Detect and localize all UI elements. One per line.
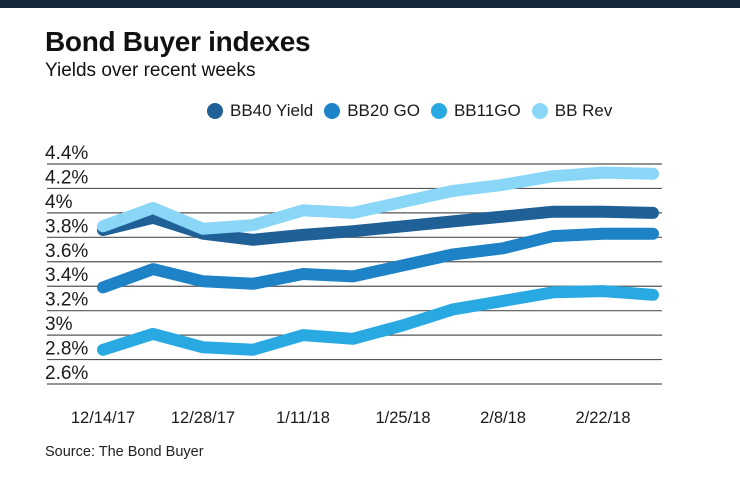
legend: BB40 Yield BB20 GO BB11GO BB Rev — [207, 101, 612, 121]
series-line-bb11go — [97, 285, 659, 356]
y-axis-tick-label: 3.8% — [45, 216, 88, 237]
series-line-bb-rev — [97, 166, 659, 235]
top-accent-bar — [0, 0, 740, 8]
legend-item-bb40-yield: BB40 Yield — [207, 101, 313, 121]
y-axis-tick-label: 3.2% — [45, 290, 88, 311]
legend-label: BB20 GO — [347, 101, 420, 120]
legend-dot-icon — [531, 103, 548, 119]
legend-item-bb20-go: BB20 GO — [324, 101, 420, 121]
y-axis-tick-label: 3% — [45, 314, 73, 335]
chart-subtitle: Yields over recent weeks — [45, 60, 256, 81]
y-axis-tick-label: 4% — [45, 192, 73, 213]
legend-item-bb-rev: BB Rev — [531, 101, 613, 121]
legend-label: BB Rev — [554, 101, 613, 120]
source-attribution: Source: The Bond Buyer — [45, 444, 204, 460]
legend-dot-icon — [430, 103, 447, 119]
x-axis-tick-label: 2/22/18 — [575, 409, 630, 427]
legend-dot-icon — [324, 103, 341, 119]
y-axis-tick-label: 2.6% — [45, 363, 88, 384]
legend-label: BB11GO — [453, 101, 521, 120]
series-line-bb20-go — [97, 227, 659, 294]
x-axis-tick-label: 1/11/18 — [276, 409, 330, 427]
legend-item-bb11go: BB11GO — [430, 101, 521, 121]
y-axis-tick-label: 4.4% — [45, 143, 88, 164]
y-axis-tick-label: 3.4% — [45, 265, 88, 286]
chart-title: Bond Buyer indexes — [45, 26, 311, 57]
y-axis-tick-label: 3.6% — [45, 241, 88, 262]
legend-dot-icon — [207, 103, 223, 119]
y-axis-tick-label: 4.2% — [45, 167, 88, 188]
x-axis-tick-label: 2/8/18 — [480, 409, 526, 427]
x-axis-tick-label: 1/25/18 — [375, 409, 430, 427]
legend-label: BB40 Yield — [230, 101, 314, 120]
x-axis-tick-label: 12/14/17 — [71, 409, 135, 427]
x-axis-tick-label: 12/28/17 — [171, 409, 235, 427]
y-axis-tick-label: 2.8% — [45, 339, 88, 360]
